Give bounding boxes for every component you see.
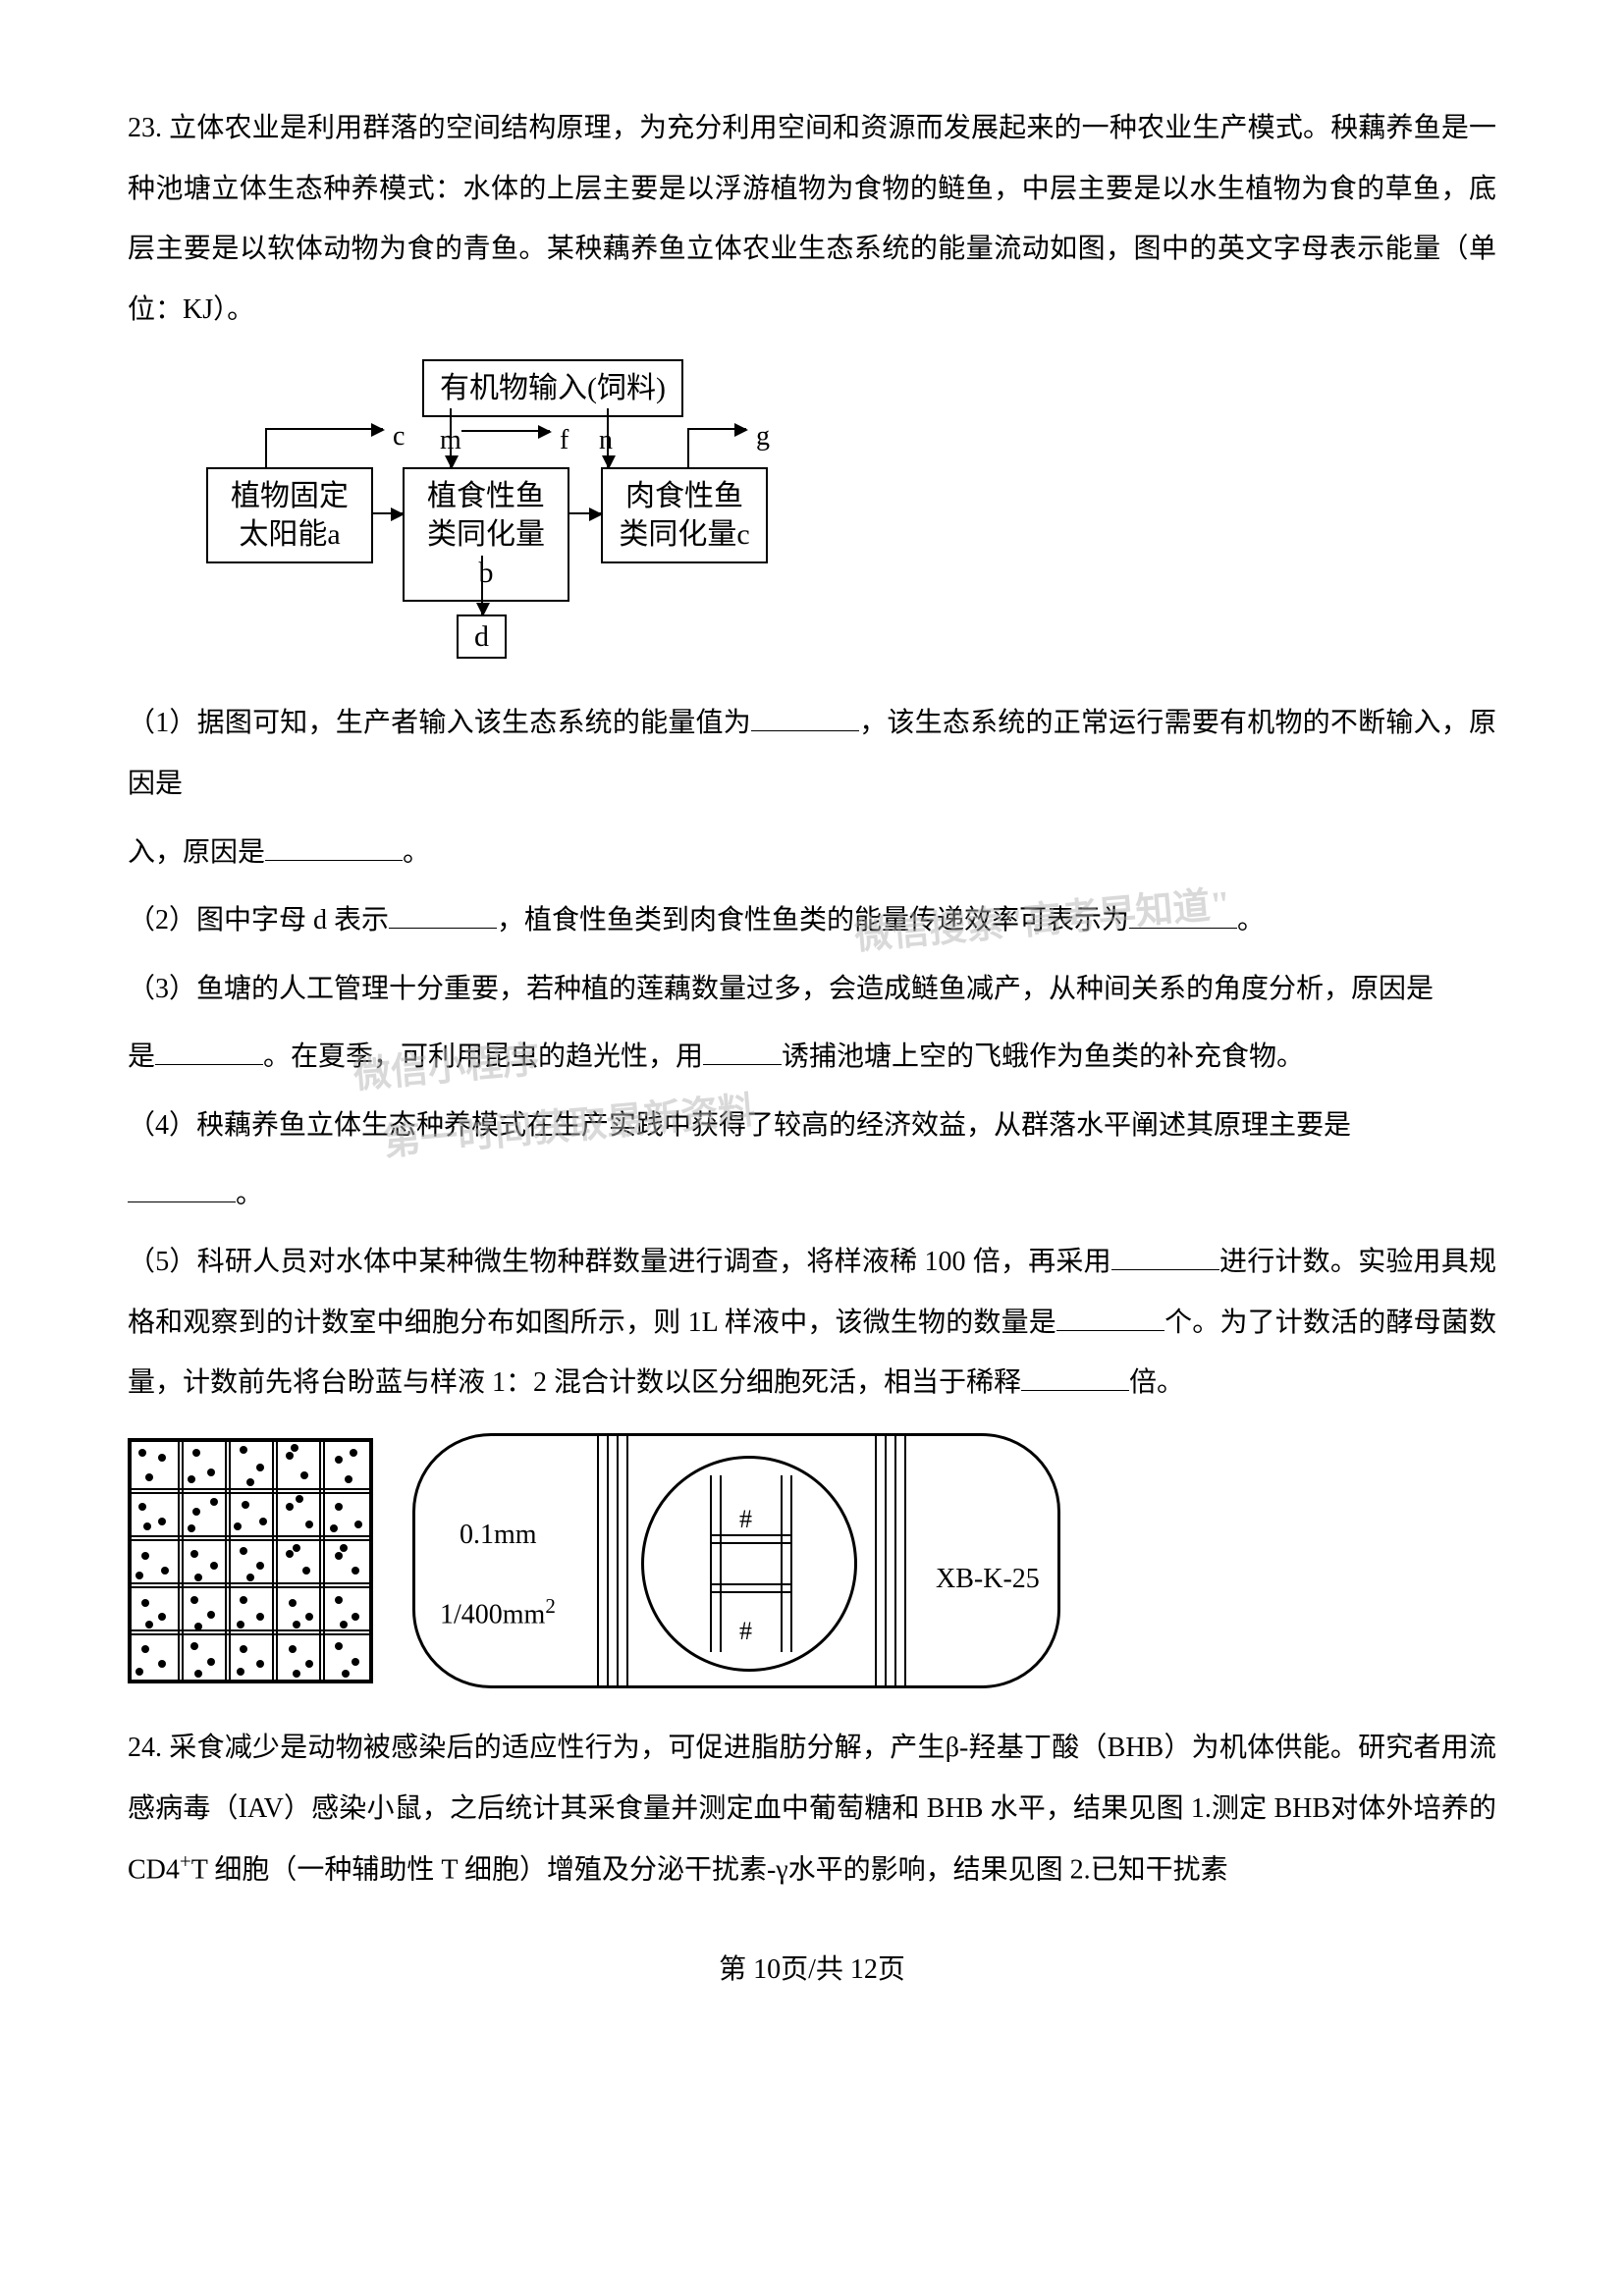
q24-number: 24. [128,1733,162,1763]
box-plant: 植物固定太阳能a [206,467,373,563]
blank [265,830,403,861]
q23-3bt: 。在夏季，可利用昆虫的趋光性，用 [263,1041,703,1072]
q24-intro: 24. 采食减少是动物被感染后的适应性行为，可促进脂肪分解，产生β-羟基丁酸（B… [128,1718,1496,1900]
blank [1129,898,1237,929]
q23-sub5: （5）科研人员对水体中某种微生物种群数量进行调查，将样液稀 100 倍，再采用进… [128,1232,1496,1414]
counting-grid [128,1438,373,1683]
arrow-c-top [265,428,383,430]
blank [703,1036,782,1066]
q23-sub3: （3）鱼塘的人工管理十分重要，若种植的莲藕数量过多，会造成鲢鱼减产，从种间关系的… [128,959,1496,1020]
box-d: d [457,614,507,659]
q23-1a: （1）据图可知，生产者输入该生态系统的能量值为 [128,708,751,738]
arrow-herb-carn [569,512,601,514]
arrow-g [687,428,746,430]
q23-2b: ，植食性鱼类到肉食性鱼类的能量传递效率可表示为 [497,905,1129,935]
xbk25: XB-K-25 [936,1549,1040,1610]
arrow-f [461,430,550,432]
q23-sub4b: 。 [128,1164,1496,1225]
q23-3c: 诱捕池塘上空的飞蛾作为鱼类的补充食物。 [782,1041,1304,1072]
blank [1111,1240,1219,1270]
label-g: g [756,406,770,467]
label-f: f [560,410,568,471]
label-c: c [393,406,405,467]
q23-4a: （4）秧藕养鱼立体生态种养模式在生产实践中获得了较高的经济效益，从群落水平阐述其… [128,1110,1351,1141]
q24-sup: + [180,1849,191,1873]
blank [751,702,859,732]
q23-intro: 23. 立体农业是利用群落的空间结构原理，为充分利用空间和资源而发展起来的一种农… [128,98,1496,340]
arrow-c-line [265,428,267,467]
blank [389,898,497,929]
q23-sub3b: 是。在夏季，可利用昆虫的趋光性，用诱捕池塘上空的飞蛾作为鱼类的补充食物。 [128,1027,1496,1088]
q23-intro-text: 立体农业是利用群落的空间结构原理，为充分利用空间和资源而发展起来的一种农业生产模… [128,113,1496,325]
blank [128,1172,236,1202]
q24-tail: T 细胞（一种辅助性 T 细胞）增殖及分泌干扰素-γ水平的影响，结果见图 2.已… [191,1854,1228,1885]
q23-5d: 倍。 [1129,1367,1184,1398]
arrow-g-line [687,428,689,467]
arrow-herb-d [481,556,483,614]
q23-2a: （2）图中字母 d 表示 [128,905,389,935]
blank [1056,1301,1164,1331]
counting-figures: 0.1mm 1/400mm2 # # [128,1433,1496,1688]
q23-3a: （3）鱼塘的人工管理十分重要，若种植的莲藕数量过多，会造成鲢鱼减产，从种间关系的… [128,974,1434,1004]
q23-sub2: （2）图中字母 d 表示 ，植食性鱼类到肉食性鱼类的能量传递效率可表示为 。 [128,890,1496,951]
q23-5a: （5）科研人员对水体中某种微生物种群数量进行调查，将样液稀 100 倍，再采用 [128,1247,1111,1277]
hemocytometer: 0.1mm 1/400mm2 # # [412,1433,1060,1688]
blank [155,1036,263,1066]
blank [1021,1362,1129,1392]
box-herb: 植食性鱼类同化量b [403,467,569,602]
arrow-plant-herb [373,512,403,514]
dim-1400: 1/400mm2 [440,1583,556,1645]
arrow-n [607,408,609,467]
q23-sub4: （4）秧藕养鱼立体生态种养模式在生产实践中获得了较高的经济效益，从群落水平阐述其… [128,1095,1496,1156]
energy-flow-diagram: 有机物输入(饲料) m f n c g 植物固定太阳能a 植食性鱼类同化量b 肉… [206,359,1090,664]
box-carn: 肉食性鱼类同化量c [601,467,768,563]
q23-4b: 。 [236,1179,263,1209]
q23-sub1-cont: 入，原因是。 [128,823,1496,883]
box-organic: 有机物输入(饲料) [422,359,683,417]
q23-sub1: （1）据图可知，生产者输入该生态系统的能量值为，该生态系统的正常运行需要有机物的… [128,693,1496,814]
q23-number: 23. [128,113,162,143]
hash-top: # [739,1491,752,1547]
dim-01mm: 0.1mm [460,1505,537,1566]
q23-1c: 。 [403,837,430,868]
hash-bottom: # [739,1603,752,1659]
arrow-m [450,408,452,467]
q23-2c: 。 [1237,905,1265,935]
page-number: 第 10页/共 12页 [128,1940,1496,2001]
